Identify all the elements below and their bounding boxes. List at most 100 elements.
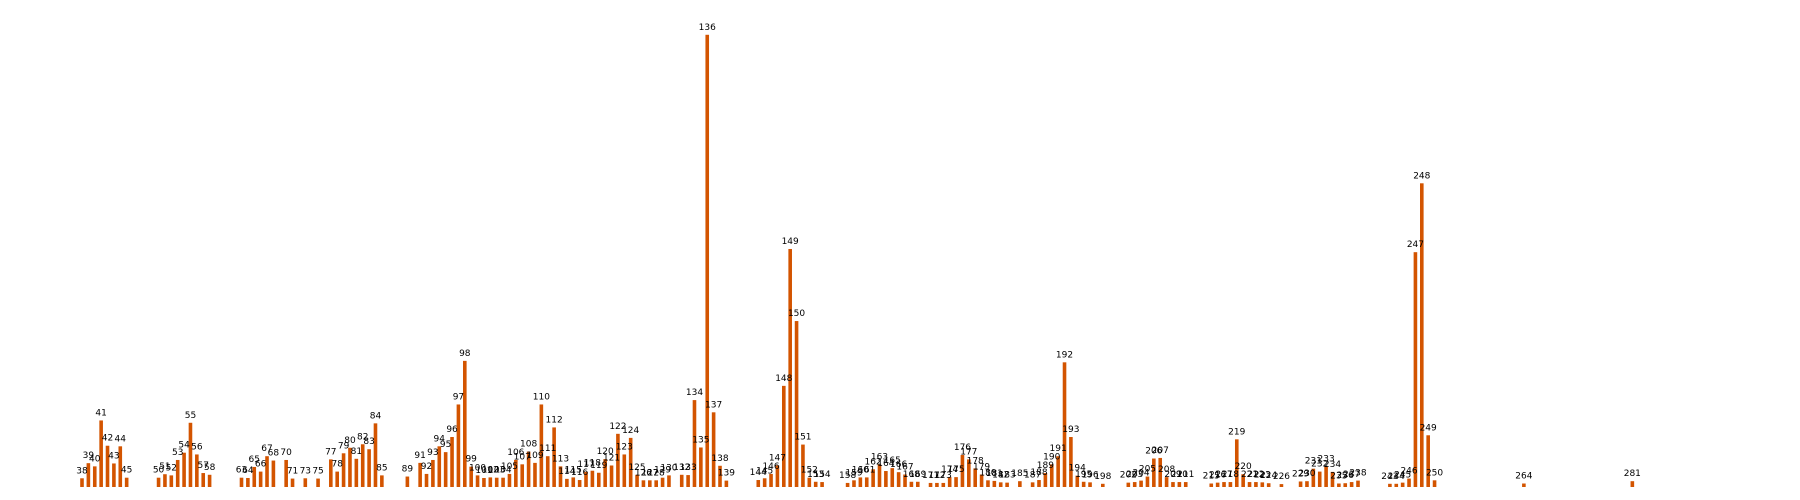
bar-168 bbox=[909, 481, 914, 487]
bar-label-133: 133 bbox=[680, 463, 697, 473]
bar-264 bbox=[1522, 483, 1526, 487]
bar-68 bbox=[271, 460, 276, 487]
bar-label-233: 233 bbox=[1318, 454, 1335, 464]
bar-151 bbox=[801, 444, 805, 487]
bar-label-165: 165 bbox=[884, 456, 901, 466]
bar-label-217: 217 bbox=[1215, 470, 1232, 480]
bar-label-84: 84 bbox=[370, 411, 382, 421]
bar-label-175: 175 bbox=[947, 465, 964, 475]
bar-label-173: 173 bbox=[935, 471, 952, 481]
bar-169 bbox=[915, 481, 920, 487]
bar-77 bbox=[329, 459, 333, 487]
bar-label-109: 109 bbox=[526, 451, 543, 461]
bar-label-41: 41 bbox=[95, 408, 106, 418]
bar-label-94: 94 bbox=[434, 434, 446, 444]
bar-148 bbox=[782, 385, 786, 487]
bar-134 bbox=[692, 400, 697, 487]
bar-label-139: 139 bbox=[718, 469, 735, 479]
bar-label-81: 81 bbox=[351, 447, 362, 457]
bar-150 bbox=[794, 321, 799, 487]
bar-203 bbox=[1132, 482, 1137, 487]
bar-64 bbox=[246, 477, 250, 487]
bar-label-194: 194 bbox=[1069, 464, 1086, 474]
bar-label-164: 164 bbox=[877, 459, 894, 469]
bar-44 bbox=[118, 446, 123, 487]
bar-label-63: 63 bbox=[236, 466, 247, 476]
bar-166 bbox=[896, 472, 901, 487]
bar-218 bbox=[1228, 482, 1233, 487]
bar-label-124: 124 bbox=[622, 426, 639, 436]
bar-181 bbox=[992, 480, 997, 487]
bar-177 bbox=[967, 459, 971, 487]
bar-65 bbox=[252, 466, 257, 487]
bar-202 bbox=[1126, 482, 1131, 487]
bar-label-248: 248 bbox=[1413, 171, 1430, 181]
bar-label-89: 89 bbox=[402, 465, 414, 475]
bar-163 bbox=[877, 464, 882, 487]
bar-208 bbox=[1164, 477, 1169, 487]
bar-133 bbox=[686, 475, 690, 487]
bar-232 bbox=[1317, 471, 1322, 487]
bar-281 bbox=[1630, 481, 1635, 487]
bar-label-118: 118 bbox=[584, 459, 601, 469]
bar-label-145: 145 bbox=[756, 466, 773, 476]
bar-label-166: 166 bbox=[890, 460, 907, 470]
bar-116 bbox=[577, 480, 582, 487]
bar-152 bbox=[807, 477, 812, 487]
bar-label-246: 246 bbox=[1400, 467, 1417, 477]
bar-label-75: 75 bbox=[312, 467, 323, 477]
bar-159 bbox=[852, 480, 856, 487]
bar-label-167: 167 bbox=[896, 463, 913, 473]
bar-label-92: 92 bbox=[421, 462, 432, 472]
bar-label-130: 130 bbox=[660, 463, 677, 473]
bar-label-182: 182 bbox=[992, 470, 1009, 480]
bar-label-177: 177 bbox=[960, 447, 977, 457]
bar-172 bbox=[935, 482, 939, 487]
bar-label-77: 77 bbox=[325, 447, 336, 457]
bar-label-55: 55 bbox=[185, 411, 196, 421]
bar-119 bbox=[596, 472, 601, 487]
bar-label-65: 65 bbox=[249, 455, 260, 465]
bar-label-196: 196 bbox=[1081, 470, 1098, 480]
bar-label-128: 128 bbox=[648, 468, 665, 478]
bar-label-111: 111 bbox=[539, 444, 556, 454]
bar-206 bbox=[1152, 458, 1156, 487]
bar-194 bbox=[1075, 475, 1080, 487]
bar-label-161: 161 bbox=[858, 465, 875, 475]
bar-label-122: 122 bbox=[609, 422, 626, 432]
bar-45 bbox=[124, 477, 129, 487]
bar-226 bbox=[1279, 484, 1284, 487]
bar-label-67: 67 bbox=[261, 444, 272, 454]
bar-label-188: 188 bbox=[1030, 468, 1047, 478]
bar-label-78: 78 bbox=[331, 460, 343, 470]
bar-230 bbox=[1305, 481, 1309, 487]
bar-label-232: 232 bbox=[1311, 460, 1328, 470]
bar-195 bbox=[1081, 481, 1086, 487]
bar-label-101: 101 bbox=[475, 466, 492, 476]
bar-label-105: 105 bbox=[501, 462, 518, 472]
bar-label-73: 73 bbox=[300, 466, 311, 476]
bar-78 bbox=[335, 471, 339, 487]
bar-label-209: 209 bbox=[1164, 470, 1181, 480]
bar-112 bbox=[552, 427, 556, 487]
bar-224 bbox=[1266, 483, 1271, 487]
bar-147 bbox=[775, 465, 780, 487]
bar-label-237: 237 bbox=[1343, 470, 1360, 480]
bar-222 bbox=[1254, 482, 1258, 487]
bar-235 bbox=[1337, 483, 1341, 487]
bar-label-95: 95 bbox=[440, 440, 451, 450]
bar-label-93: 93 bbox=[427, 448, 438, 458]
bar-label-123: 123 bbox=[616, 442, 633, 452]
bar-label-243: 243 bbox=[1381, 472, 1398, 482]
bar-label-144: 144 bbox=[750, 468, 767, 478]
bar-label-189: 189 bbox=[1037, 461, 1054, 471]
bar-label-149: 149 bbox=[782, 237, 799, 247]
bar-71 bbox=[290, 478, 295, 487]
bar-label-163: 163 bbox=[871, 453, 888, 463]
bar-label-244: 244 bbox=[1388, 472, 1405, 482]
bar-label-183: 183 bbox=[999, 471, 1016, 481]
bar-75 bbox=[316, 478, 320, 487]
bar-label-247: 247 bbox=[1407, 240, 1424, 250]
bar-50 bbox=[156, 477, 161, 487]
bar-117 bbox=[584, 471, 588, 487]
